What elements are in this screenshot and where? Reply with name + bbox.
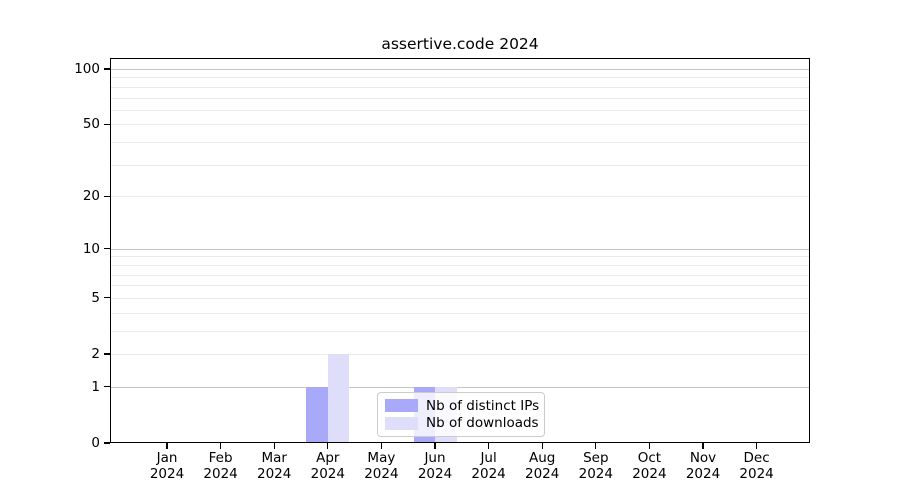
legend-label-downloads: Nb of downloads	[426, 415, 539, 432]
y-tick-label-5: 5	[91, 289, 100, 306]
gridline-3	[110, 330, 810, 332]
x-tick-label-nov: Nov 2024	[685, 450, 721, 482]
y-tick-label-0: 0	[91, 435, 100, 451]
legend-swatch-downloads-icon	[385, 416, 418, 430]
x-tick-label-dec: Dec 2024	[739, 450, 774, 482]
x-tick-aug	[541, 443, 543, 449]
gridline-1	[110, 386, 810, 388]
x-tick-dec	[755, 443, 758, 449]
gridline-100	[110, 69, 810, 70]
x-tick-label-sep: Sep 2024	[578, 450, 613, 482]
plot-area	[110, 58, 810, 443]
gridline-80	[110, 86, 810, 88]
x-tick-label-jun: Jun 2024	[417, 450, 453, 482]
y-tick-label-20: 20	[82, 188, 100, 205]
x-tick-label-jan: Jan 2024	[149, 450, 185, 482]
x-tick-apr	[327, 443, 329, 449]
legend-swatch-distinct-ips-icon	[385, 399, 418, 413]
x-tick-label-oct: Oct 2024	[632, 450, 667, 482]
x-tick-mar	[273, 443, 275, 449]
x-tick-jan	[166, 443, 168, 449]
legend: Nb of distinct IPs Nb of downloads	[377, 392, 545, 437]
gridline-30	[110, 164, 810, 166]
x-tick-label-aug: Aug 2024	[525, 450, 560, 482]
x-tick-feb	[219, 443, 222, 449]
x-tick-nov	[702, 443, 704, 449]
y-tick-1	[104, 386, 110, 388]
x-tick-jun	[434, 443, 436, 449]
y-tick-0	[104, 442, 110, 444]
y-tick-100	[104, 68, 110, 70]
x-tick-label-may: May 2024	[364, 450, 399, 482]
y-tick-10	[104, 248, 110, 250]
x-tick-may	[380, 443, 383, 449]
x-tick-oct	[648, 443, 651, 449]
gridline-70	[110, 97, 810, 99]
gridline-60	[110, 109, 810, 111]
y-tick-label-100: 100	[74, 61, 100, 77]
gridline-7	[110, 274, 810, 276]
gridline-20	[110, 196, 810, 198]
x-tick-jul	[487, 443, 490, 449]
gridline-9	[110, 256, 810, 258]
gridline-10	[110, 248, 810, 250]
gridline-40	[110, 142, 810, 144]
x-tick-sep	[595, 443, 597, 449]
gridline-90	[110, 77, 810, 79]
gridline-2	[110, 354, 810, 355]
x-tick-label-mar: Mar 2024	[257, 450, 292, 482]
y-tick-label-2: 2	[91, 346, 100, 362]
gridline-6	[110, 285, 810, 287]
gridline-8	[110, 264, 810, 266]
x-tick-label-apr: Apr 2024	[310, 450, 345, 482]
legend-item-distinct-ips: Nb of distinct IPs	[385, 397, 540, 414]
y-tick-label-1: 1	[91, 378, 100, 395]
x-tick-label-jul: Jul 2024	[471, 450, 506, 482]
chart-title: assertive.code 2024	[381, 35, 539, 53]
gridline-5	[110, 297, 810, 299]
y-tick-label-50: 50	[82, 116, 100, 133]
y-tick-50	[104, 123, 110, 126]
bar-nb-of-downloads-apr	[327, 354, 350, 443]
legend-label-distinct-ips: Nb of distinct IPs	[426, 397, 540, 414]
bar-nb-of-distinct-ips-apr	[306, 386, 328, 443]
gridline-4	[110, 312, 810, 314]
y-tick-label-10: 10	[82, 240, 100, 257]
gridline-50	[110, 124, 810, 126]
y-tick-20	[104, 195, 110, 197]
x-tick-label-feb: Feb 2024	[203, 450, 238, 482]
legend-item-downloads: Nb of downloads	[385, 415, 539, 432]
y-tick-5	[104, 297, 110, 299]
y-tick-2	[104, 353, 110, 355]
